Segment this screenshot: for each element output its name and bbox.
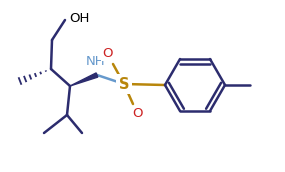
Polygon shape <box>70 73 98 86</box>
Text: O: O <box>133 107 143 120</box>
Text: OH: OH <box>69 12 89 24</box>
Text: O: O <box>103 47 113 60</box>
Text: NH: NH <box>86 55 106 68</box>
Text: S: S <box>119 77 129 92</box>
